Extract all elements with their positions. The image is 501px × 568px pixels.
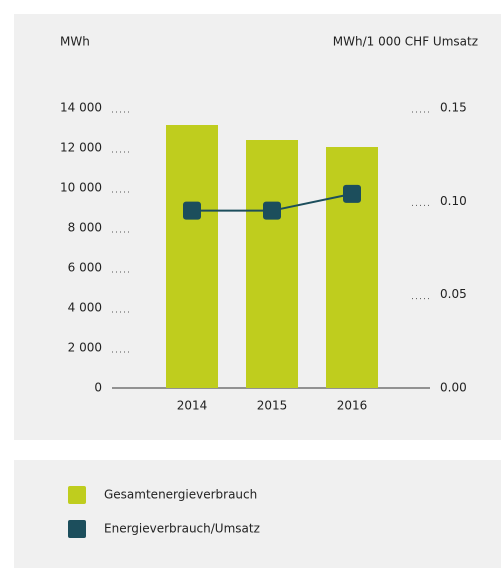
- y-tick-label: 6 000: [68, 261, 102, 275]
- y-tick-label: 8 000: [68, 221, 102, 235]
- y2-tick-label: 0.00: [440, 381, 467, 395]
- y-tick-label: 0: [94, 381, 102, 395]
- legend-label: Gesamtenergieverbrauch: [104, 488, 257, 502]
- line-marker: [343, 184, 361, 203]
- legend-label: Energieverbrauch/Umsatz: [104, 522, 260, 536]
- y2-tick-label: 0.05: [440, 287, 467, 301]
- x-tick-label: 2015: [257, 399, 288, 413]
- y-tick-label: 10 000: [60, 181, 102, 195]
- bar: [326, 147, 378, 388]
- y2-tick-label: 0.10: [440, 194, 467, 208]
- x-tick-label: 2014: [177, 399, 208, 413]
- y-tick-label: 12 000: [60, 141, 102, 155]
- legend-swatch: [68, 486, 86, 504]
- bar: [246, 140, 298, 388]
- y2-axis-label: MWh/1 000 CHF Umsatz: [333, 35, 478, 49]
- y-axis-label: MWh: [60, 35, 90, 49]
- bar: [166, 125, 218, 388]
- y-tick-label: 14 000: [60, 101, 102, 115]
- line-marker: [263, 201, 281, 220]
- line-marker: [183, 201, 201, 220]
- legend-panel: [14, 460, 501, 568]
- y2-tick-label: 0.15: [440, 101, 467, 115]
- y-tick-label: 4 000: [68, 301, 102, 315]
- x-tick-label: 2016: [337, 399, 368, 413]
- legend-swatch: [68, 520, 86, 538]
- y-tick-label: 2 000: [68, 341, 102, 355]
